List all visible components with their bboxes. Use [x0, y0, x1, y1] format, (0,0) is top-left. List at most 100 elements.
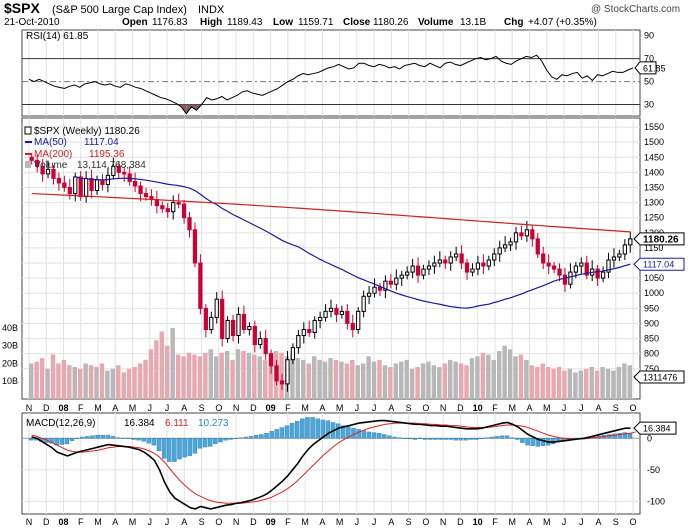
- candle-body: [535, 238, 540, 255]
- macd-histogram-bar: [448, 438, 453, 440]
- macd-histogram-bar: [494, 436, 500, 439]
- volume-bar: [377, 359, 382, 399]
- macd-x-tick-label: D: [43, 517, 50, 527]
- high-label: High: [200, 17, 222, 28]
- volume-bar: [524, 359, 529, 399]
- x-tick-label: J: [165, 403, 170, 413]
- candle-body: [421, 268, 426, 276]
- volume-bar: [491, 359, 496, 399]
- volume-bar: [339, 361, 344, 399]
- macd-histogram-bar: [197, 438, 203, 449]
- candle-body: [35, 159, 40, 167]
- macd-histogram-bar: [622, 432, 628, 439]
- macd-x-tick-label: J: [562, 517, 567, 527]
- volume-value-label: 1311476: [643, 373, 677, 383]
- candle-body: [437, 259, 442, 264]
- volume-bar: [148, 349, 154, 399]
- candle-body: [236, 313, 241, 337]
- macd-hist-value: 10.273: [198, 418, 229, 429]
- candle-body: [56, 177, 62, 184]
- macd-histogram-bar: [49, 438, 54, 444]
- volume-bar: [529, 365, 535, 399]
- volume-bar: [203, 352, 208, 399]
- macd-x-tick-label: M: [336, 517, 344, 527]
- macd-x-tick-label: M: [94, 517, 102, 527]
- candle-body: [181, 203, 187, 219]
- x-tick-label: S: [406, 403, 412, 413]
- candle-body: [475, 262, 481, 270]
- moving-averages: [31, 176, 631, 309]
- volume-bar: [137, 363, 143, 399]
- candle-body: [84, 177, 89, 198]
- macd-histogram-bar: [515, 438, 520, 440]
- volume-bar: [224, 351, 230, 399]
- macd-histogram-bar: [213, 438, 218, 445]
- x-tick-label: J: [372, 403, 377, 413]
- x-tick-label: D: [43, 403, 50, 413]
- candle-body: [470, 268, 475, 273]
- watermark: @ StockCharts.com: [591, 4, 680, 15]
- candle-body: [584, 262, 589, 276]
- x-tick-label: S: [613, 403, 619, 413]
- candle-body: [454, 253, 459, 258]
- candle-body: [258, 338, 263, 346]
- macd-histogram-bar: [295, 421, 300, 439]
- volume-bar: [77, 368, 83, 399]
- macd-legend: MACD(12,26,9) 16.384 6.111 10.273: [26, 418, 229, 429]
- macd-histogram-bar: [612, 433, 617, 439]
- candle-body: [100, 179, 105, 185]
- volume-bar: [295, 358, 301, 399]
- x-tick-label: N: [233, 403, 240, 413]
- x-tick-label: M: [301, 403, 309, 413]
- macd-histogram-bar: [284, 425, 290, 439]
- volume-bar: [34, 361, 39, 399]
- x-tick-label: N: [26, 403, 33, 413]
- macd-histogram-bar: [520, 438, 525, 443]
- x-tick-label: 10: [473, 403, 483, 413]
- candle-body: [448, 256, 453, 264]
- candle-body: [296, 335, 301, 349]
- candle-body: [203, 307, 208, 331]
- ma200-legend-value: 1195.36: [89, 149, 125, 160]
- macd-histogram-bar: [376, 433, 382, 439]
- candle-body: [198, 262, 203, 309]
- volume-bar: [333, 359, 339, 399]
- volume-bar: [67, 365, 72, 399]
- candle-body: [241, 313, 247, 331]
- volume-bar: [181, 356, 186, 399]
- candle-body: [350, 322, 355, 331]
- candle-body: [568, 271, 573, 285]
- macd-histogram-bar: [100, 434, 105, 439]
- candle-body: [138, 185, 143, 195]
- candle-body: [290, 347, 296, 361]
- candle-body: [415, 265, 421, 276]
- ma50-value-tag: [633, 257, 685, 271]
- macd-histogram-bar: [412, 438, 418, 440]
- macd-x-tick-label: D: [250, 517, 257, 527]
- candle-body: [285, 359, 290, 385]
- candle-body: [143, 193, 149, 198]
- x-tick-label: M: [94, 403, 102, 413]
- macd-histogram-bar: [131, 438, 136, 440]
- macd-histogram-bar: [233, 438, 239, 439]
- candle-body: [443, 259, 448, 264]
- candle-body: [78, 176, 83, 198]
- candle-body: [530, 229, 535, 240]
- axis-labels: NNDD0808FFMMAAMMJJJJAASSOONNDD0909FFMMAA…: [2, 31, 685, 527]
- volume-bar: [507, 349, 513, 399]
- volume-bar: [252, 354, 257, 399]
- candle-body: [247, 325, 252, 331]
- macd-histogram-bar: [428, 438, 433, 440]
- high-value: 1189.43: [227, 17, 263, 28]
- volume-bar: [442, 363, 447, 399]
- macd-histogram-bar: [59, 438, 64, 445]
- volume-bar: [175, 354, 181, 399]
- volume-bar: [350, 359, 355, 399]
- macd-histogram-bar: [540, 438, 546, 446]
- candle-body: [541, 253, 546, 264]
- macd-x-tick-label: F: [78, 517, 84, 527]
- candle-body: [595, 268, 600, 279]
- macd-histogram-bar: [228, 438, 233, 440]
- macd-histogram-bar: [617, 433, 622, 439]
- candle-body: [606, 259, 611, 273]
